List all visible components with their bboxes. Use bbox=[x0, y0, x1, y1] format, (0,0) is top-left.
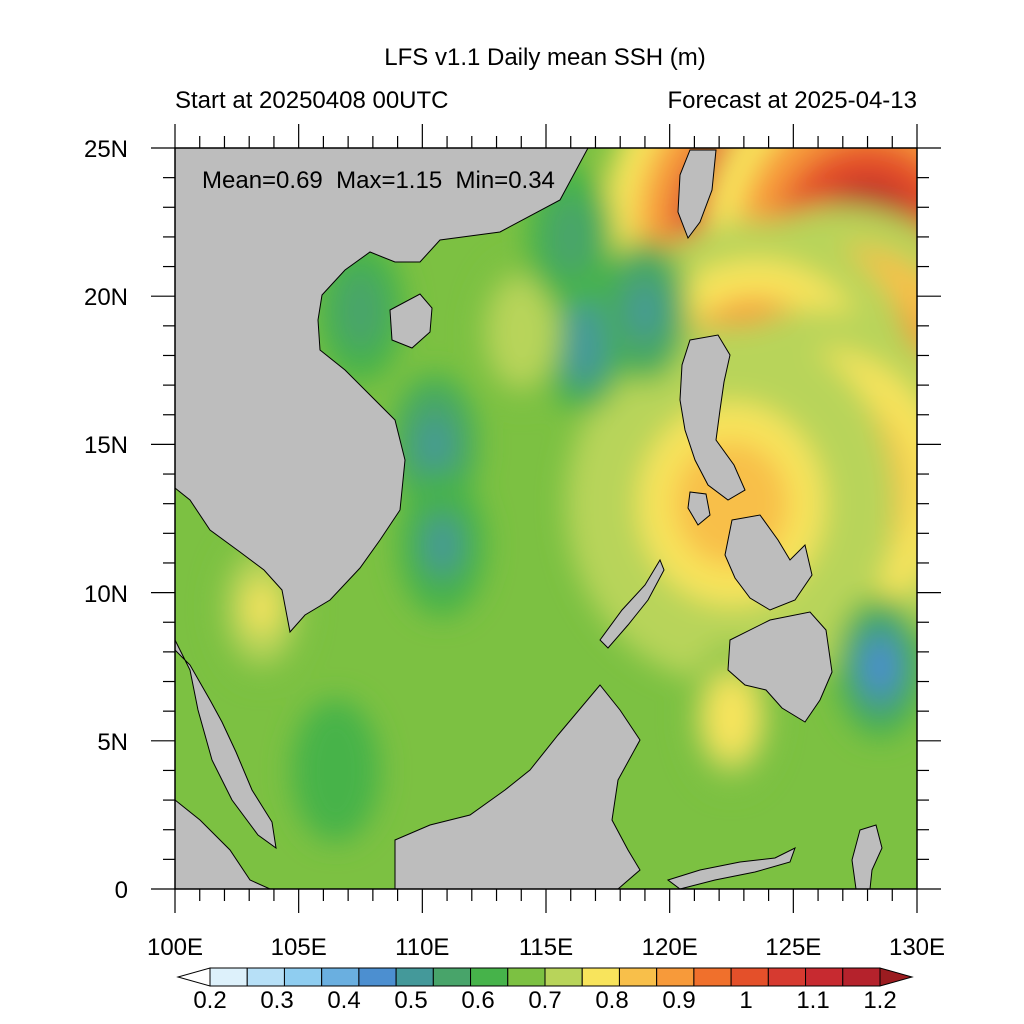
land-sulawesi bbox=[666, 846, 796, 889]
x-tick-label: 120E bbox=[642, 934, 698, 961]
colorbar-labels: 0.2 0.3 0.4 0.5 0.6 0.7 0.8 0.9 1 1.1 1.… bbox=[193, 987, 896, 1014]
colorbar-box bbox=[544, 967, 583, 987]
colorbar-box bbox=[581, 967, 620, 987]
colorbar-box bbox=[283, 967, 323, 987]
colorbar bbox=[176, 967, 914, 987]
x-tick-label: 100E bbox=[147, 934, 203, 961]
colorbar-label: 0.8 bbox=[595, 987, 628, 1014]
x-axis-labels: 100E 105E 110E 115E 120E 125E 130E bbox=[147, 934, 945, 961]
colorbar-label: 0.9 bbox=[662, 987, 695, 1014]
colorbar-label: 0.7 bbox=[528, 987, 561, 1014]
colorbar-box bbox=[618, 967, 658, 987]
ssh-feature bbox=[426, 520, 458, 571]
colorbar-label: 0.2 bbox=[193, 987, 226, 1014]
colorbar-label: 0.4 bbox=[327, 987, 360, 1014]
land-mindanao bbox=[727, 611, 833, 723]
colorbar-box bbox=[321, 967, 360, 987]
y-axis-labels: 0 5N 10N 15N 20N 25N bbox=[84, 136, 128, 904]
land-halmahera bbox=[851, 824, 883, 889]
land-hainan bbox=[389, 293, 433, 349]
land-luzon bbox=[679, 334, 746, 501]
colorbar-label: 1.1 bbox=[796, 987, 829, 1014]
land-malay-peninsula bbox=[175, 639, 277, 850]
colorbar-box bbox=[805, 967, 844, 987]
ssh-feature bbox=[320, 745, 352, 796]
colorbar-box bbox=[470, 967, 509, 987]
y-tick-label: 20N bbox=[84, 284, 128, 311]
ssh-feature bbox=[246, 582, 277, 633]
colorbar-label: 1.2 bbox=[863, 987, 896, 1014]
y-tick-label: 10N bbox=[84, 581, 128, 608]
land-mask bbox=[175, 148, 883, 889]
colorbar-label: 0.5 bbox=[394, 987, 427, 1014]
ssh-feature bbox=[567, 315, 599, 366]
colorbar-box bbox=[507, 967, 546, 987]
land-palawan bbox=[599, 558, 665, 649]
x-tick-label: 110E bbox=[395, 934, 449, 961]
start-time-label: Start at 20250408 00UTC bbox=[175, 87, 449, 114]
ssh-feature bbox=[505, 306, 537, 357]
colorbar-box bbox=[209, 967, 248, 987]
land-mindoro bbox=[687, 491, 711, 526]
ssh-feature bbox=[864, 641, 896, 692]
colorbar-label: 1 bbox=[739, 987, 752, 1014]
colorbar-box bbox=[246, 967, 285, 987]
colorbar-box bbox=[358, 967, 397, 987]
colorbar-lower-triangle bbox=[176, 967, 211, 987]
chart-title: LFS v1.1 Daily mean SSH (m) bbox=[384, 44, 705, 71]
stats-label: Mean=0.69 Max=1.15 Min=0.34 bbox=[202, 167, 555, 194]
ssh-feature bbox=[629, 286, 661, 336]
colorbar-box bbox=[395, 967, 434, 987]
land-sumatra bbox=[175, 799, 271, 889]
y-tick-label: 15N bbox=[84, 432, 128, 459]
colorbar-label: 0.6 bbox=[461, 987, 494, 1014]
x-tick-label: 130E bbox=[889, 934, 945, 961]
forecast-date-label: Forecast at 2025-04-13 bbox=[668, 87, 917, 114]
ssh-feature bbox=[555, 212, 587, 262]
colorbar-box bbox=[693, 967, 732, 987]
y-tick-label: 25N bbox=[84, 136, 128, 163]
land-indochina bbox=[175, 148, 589, 634]
axis-ticks bbox=[151, 124, 941, 913]
x-tick-label: 105E bbox=[271, 934, 327, 961]
y-tick-label: 0 bbox=[115, 877, 128, 904]
ssh-feature bbox=[345, 286, 376, 336]
colorbar-label: 0.3 bbox=[260, 987, 293, 1014]
colorbar-box bbox=[842, 967, 881, 987]
colorbar-upper-triangle bbox=[879, 967, 914, 987]
land-borneo bbox=[394, 684, 641, 889]
y-tick-label: 5N bbox=[97, 729, 128, 756]
x-tick-label: 125E bbox=[765, 934, 821, 961]
land-visayas bbox=[724, 514, 813, 611]
colorbar-box bbox=[730, 967, 769, 987]
ssh-feature bbox=[419, 419, 451, 470]
ssh-feature bbox=[716, 692, 747, 742]
colorbar-box bbox=[432, 967, 472, 987]
colorbar-box bbox=[767, 967, 807, 987]
x-tick-label: 115E bbox=[519, 934, 573, 961]
colorbar-box bbox=[656, 967, 695, 987]
land-taiwan bbox=[677, 149, 717, 240]
